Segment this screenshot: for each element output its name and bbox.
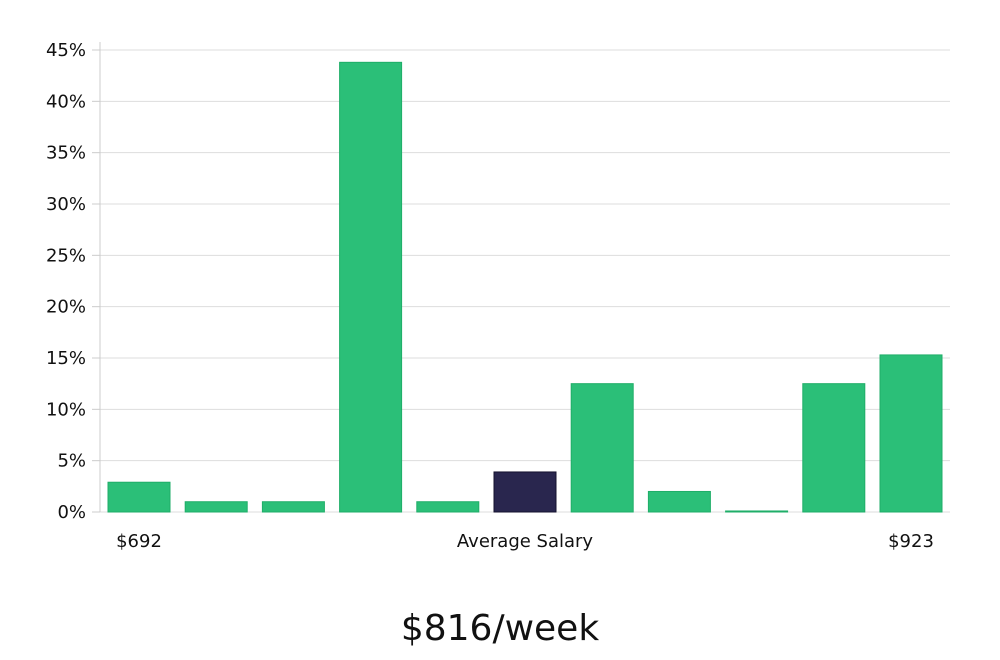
bar xyxy=(725,510,789,513)
bar xyxy=(107,481,171,513)
y-tick-label: 40% xyxy=(46,91,86,112)
y-tick-label: 30% xyxy=(46,194,86,215)
bar xyxy=(416,501,480,513)
bar-average-salary xyxy=(493,471,557,513)
y-tick-label: 10% xyxy=(46,399,86,420)
bar xyxy=(802,383,866,513)
y-axis-ticks: 0% 5% 10% 15% 20% 25% 30% 35% 40% 45% xyxy=(46,40,100,523)
bars xyxy=(107,61,943,513)
y-tick-label: 35% xyxy=(46,143,86,164)
bar xyxy=(261,501,325,513)
grid-lines xyxy=(100,49,950,513)
y-tick-label: 5% xyxy=(57,451,86,472)
x-label-max: $923 xyxy=(888,531,934,552)
average-salary-caption: $816/week xyxy=(400,608,600,649)
y-tick-label: 45% xyxy=(46,40,86,61)
bar xyxy=(879,354,943,513)
bar xyxy=(570,383,634,513)
y-tick-label: 20% xyxy=(46,297,86,318)
bar xyxy=(184,501,248,513)
bar xyxy=(339,61,403,513)
y-tick-label: 25% xyxy=(46,245,86,266)
y-tick-label: 15% xyxy=(46,348,86,369)
y-tick-label: 0% xyxy=(57,502,86,523)
bar xyxy=(647,490,711,513)
x-label-min: $692 xyxy=(116,531,162,552)
x-label-average: Average Salary xyxy=(457,531,594,552)
